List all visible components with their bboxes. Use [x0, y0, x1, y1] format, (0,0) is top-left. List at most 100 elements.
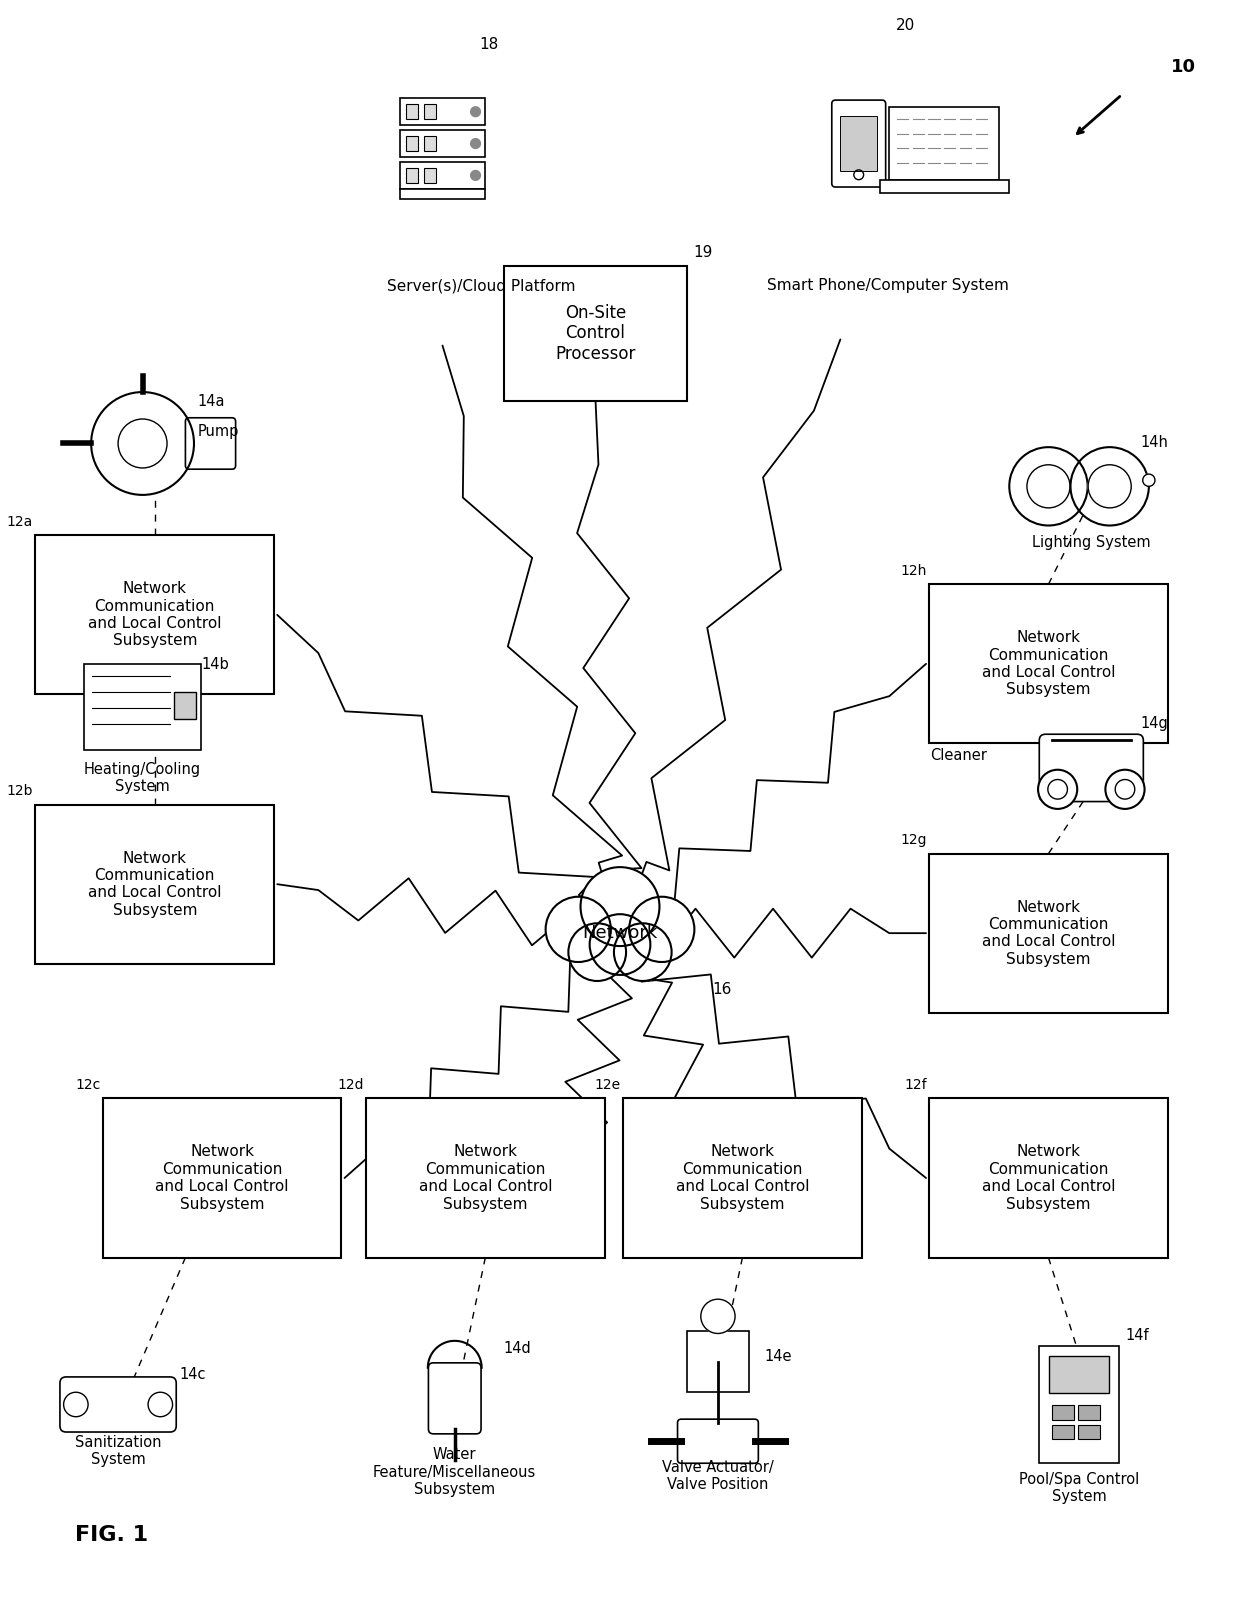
Circle shape: [1027, 465, 1070, 508]
FancyBboxPatch shape: [841, 117, 877, 171]
Text: Network
Communication
and Local Control
Subsystem: Network Communication and Local Control …: [982, 1145, 1115, 1212]
Circle shape: [629, 898, 694, 961]
FancyBboxPatch shape: [399, 99, 485, 125]
FancyBboxPatch shape: [879, 180, 1009, 193]
FancyBboxPatch shape: [687, 1330, 749, 1393]
Text: Network
Communication
and Local Control
Subsystem: Network Communication and Local Control …: [88, 581, 222, 648]
Circle shape: [471, 139, 480, 149]
FancyBboxPatch shape: [832, 101, 885, 187]
Circle shape: [1105, 770, 1145, 810]
Text: Network
Communication
and Local Control
Subsystem: Network Communication and Local Control …: [982, 899, 1115, 966]
FancyBboxPatch shape: [405, 168, 418, 182]
FancyBboxPatch shape: [503, 267, 687, 401]
Text: Pump: Pump: [197, 423, 239, 439]
Text: Heating/Cooling
System: Heating/Cooling System: [84, 762, 201, 794]
Text: Sanitization
System: Sanitization System: [74, 1436, 161, 1468]
Text: 19: 19: [693, 244, 713, 260]
Text: Water
Feature/Miscellaneous
Subsystem: Water Feature/Miscellaneous Subsystem: [373, 1447, 537, 1496]
Text: FIG. 1: FIG. 1: [76, 1525, 149, 1546]
Text: 14g: 14g: [1141, 715, 1168, 731]
Circle shape: [614, 923, 672, 981]
Text: Valve Actuator/
Valve Position: Valve Actuator/ Valve Position: [662, 1460, 774, 1492]
FancyBboxPatch shape: [1079, 1405, 1100, 1420]
FancyBboxPatch shape: [424, 168, 436, 182]
FancyBboxPatch shape: [1049, 1356, 1109, 1393]
Text: 14a: 14a: [197, 394, 226, 409]
FancyBboxPatch shape: [1052, 1405, 1074, 1420]
Circle shape: [1143, 474, 1154, 487]
FancyBboxPatch shape: [405, 136, 418, 150]
Text: Pool/Spa Control
System: Pool/Spa Control System: [1019, 1472, 1140, 1504]
Circle shape: [118, 418, 167, 468]
Circle shape: [701, 1300, 735, 1333]
Text: 12e: 12e: [594, 1078, 620, 1092]
FancyBboxPatch shape: [399, 129, 485, 157]
FancyBboxPatch shape: [60, 1377, 176, 1433]
Circle shape: [1038, 770, 1078, 810]
FancyBboxPatch shape: [186, 418, 236, 470]
Text: 12a: 12a: [6, 516, 33, 529]
FancyBboxPatch shape: [889, 107, 999, 180]
FancyBboxPatch shape: [366, 1099, 605, 1257]
Text: 14c: 14c: [180, 1367, 206, 1383]
Text: Network
Communication
and Local Control
Subsystem: Network Communication and Local Control …: [982, 631, 1115, 698]
Text: 20: 20: [895, 19, 915, 34]
Text: Cleaner: Cleaner: [930, 747, 987, 763]
Text: Network
Communication
and Local Control
Subsystem: Network Communication and Local Control …: [155, 1145, 289, 1212]
Text: 14b: 14b: [201, 658, 229, 672]
Text: Network
Communication
and Local Control
Subsystem: Network Communication and Local Control …: [676, 1145, 810, 1212]
Text: On-Site
Control
Processor: On-Site Control Processor: [556, 303, 636, 363]
FancyBboxPatch shape: [405, 104, 418, 120]
FancyBboxPatch shape: [1039, 735, 1143, 802]
Circle shape: [92, 393, 193, 495]
Text: Smart Phone/Computer System: Smart Phone/Computer System: [766, 278, 1009, 294]
FancyBboxPatch shape: [36, 535, 274, 695]
Text: 12d: 12d: [337, 1078, 363, 1092]
FancyBboxPatch shape: [84, 664, 201, 749]
FancyBboxPatch shape: [1079, 1425, 1100, 1439]
Circle shape: [471, 171, 480, 180]
Text: 18: 18: [479, 37, 498, 51]
Circle shape: [148, 1393, 172, 1417]
Text: 12h: 12h: [900, 564, 926, 578]
FancyBboxPatch shape: [36, 805, 274, 963]
Text: 14f: 14f: [1126, 1329, 1149, 1343]
FancyBboxPatch shape: [174, 692, 196, 719]
Text: 12f: 12f: [904, 1078, 926, 1092]
Circle shape: [546, 898, 611, 961]
Text: 14h: 14h: [1141, 434, 1168, 450]
Circle shape: [1089, 465, 1131, 508]
FancyBboxPatch shape: [1039, 1346, 1118, 1463]
Text: Network
Communication
and Local Control
Subsystem: Network Communication and Local Control …: [419, 1145, 552, 1212]
FancyBboxPatch shape: [1052, 1425, 1074, 1439]
Text: 12g: 12g: [900, 834, 926, 848]
Circle shape: [1070, 447, 1148, 525]
Circle shape: [471, 107, 480, 117]
FancyBboxPatch shape: [428, 1362, 481, 1434]
Text: 16: 16: [712, 982, 732, 997]
FancyBboxPatch shape: [424, 136, 436, 150]
FancyBboxPatch shape: [399, 161, 485, 188]
FancyBboxPatch shape: [929, 853, 1168, 1012]
FancyBboxPatch shape: [622, 1099, 862, 1257]
Circle shape: [580, 867, 660, 945]
Text: Network: Network: [583, 925, 657, 942]
Text: Lighting System: Lighting System: [1032, 535, 1151, 551]
Text: Server(s)/Cloud Platform: Server(s)/Cloud Platform: [387, 278, 575, 294]
FancyBboxPatch shape: [929, 585, 1168, 744]
Circle shape: [1048, 779, 1068, 798]
FancyBboxPatch shape: [399, 188, 485, 198]
Text: 12c: 12c: [76, 1078, 100, 1092]
FancyBboxPatch shape: [424, 104, 436, 120]
FancyBboxPatch shape: [929, 1099, 1168, 1257]
Text: Network
Communication
and Local Control
Subsystem: Network Communication and Local Control …: [88, 851, 222, 918]
FancyBboxPatch shape: [103, 1099, 341, 1257]
Circle shape: [568, 923, 626, 981]
Circle shape: [1009, 447, 1087, 525]
Text: 10: 10: [1171, 57, 1195, 77]
Circle shape: [1115, 779, 1135, 798]
Text: 14e: 14e: [764, 1349, 792, 1364]
Circle shape: [63, 1393, 88, 1417]
Text: 12b: 12b: [6, 784, 33, 798]
Text: 14d: 14d: [503, 1340, 532, 1356]
